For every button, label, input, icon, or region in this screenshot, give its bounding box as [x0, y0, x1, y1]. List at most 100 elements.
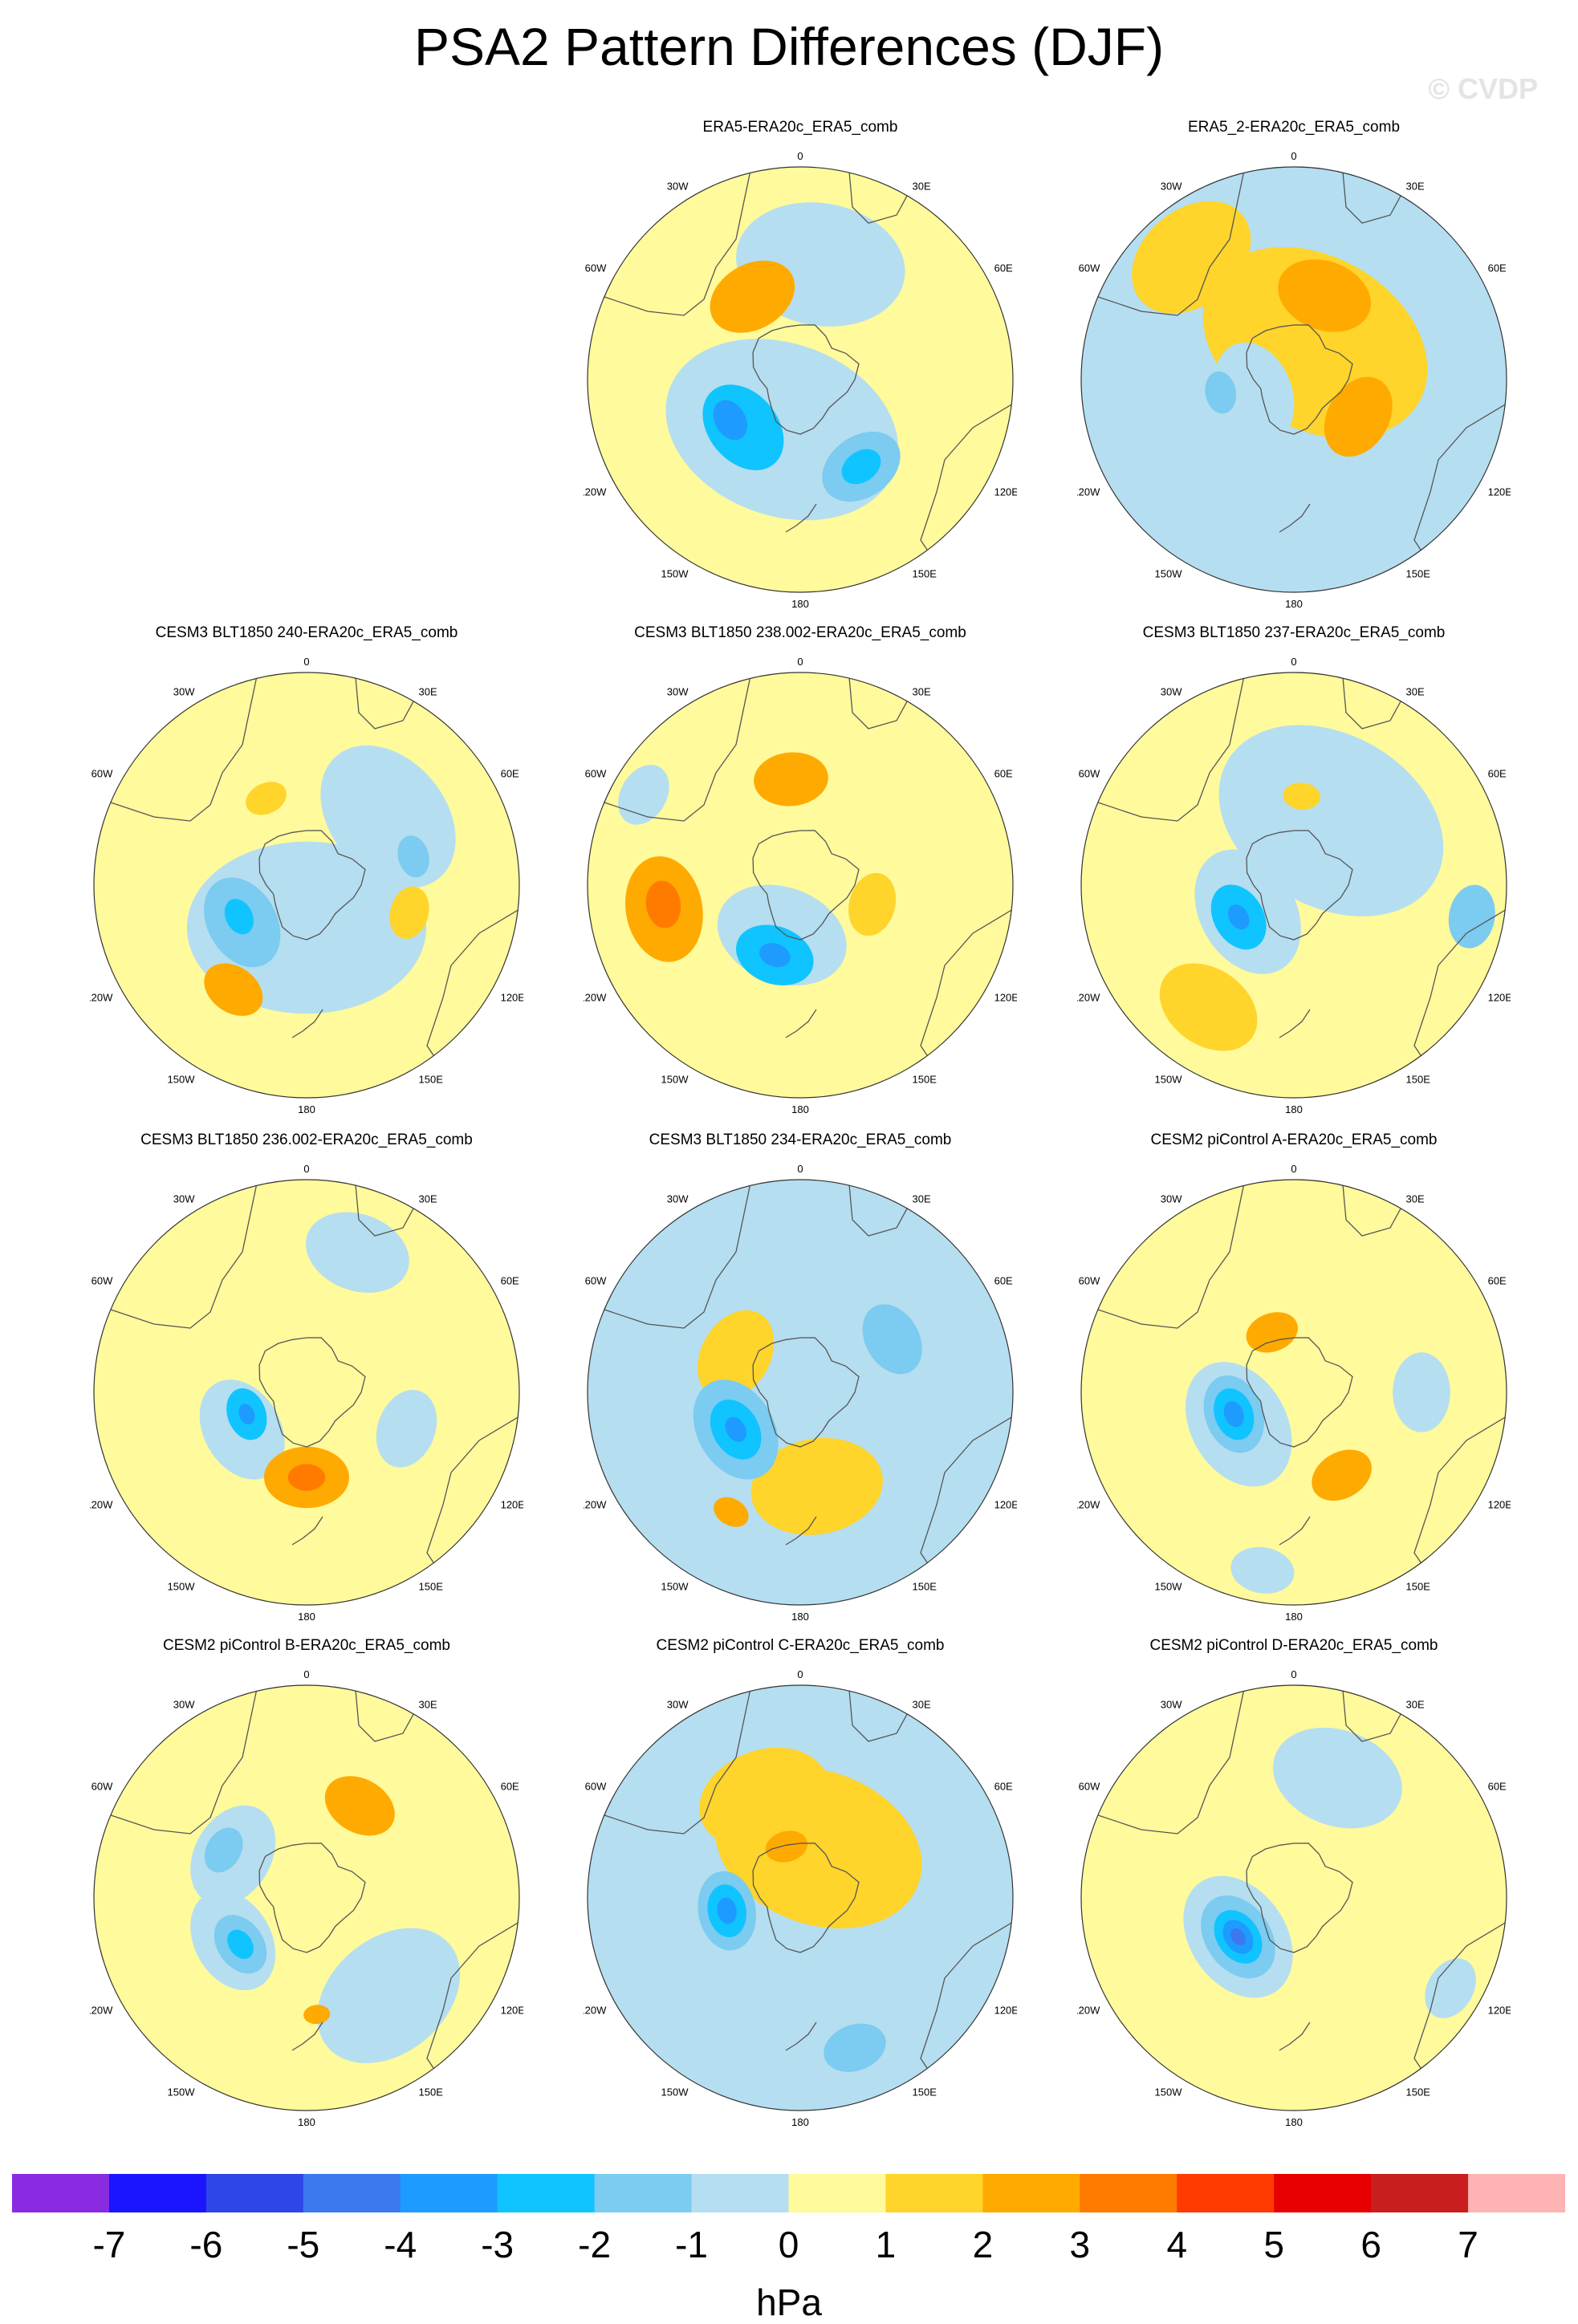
south-america-coastline — [588, 672, 753, 822]
map-panel: CESM2 piControl D-ERA20c_ERA5_comb 0 30E 60… — [1047, 1637, 1540, 2135]
colorbar-segment — [1274, 2174, 1372, 2212]
anomaly-contour — [227, 1929, 254, 1960]
longitude-label: 120E — [994, 1499, 1017, 1511]
map-boundary — [587, 1179, 1014, 1606]
anomaly-contour — [1218, 725, 1444, 916]
anomaly-contour — [1230, 1928, 1247, 1946]
longitude-label: 0 — [303, 656, 309, 668]
africa-coastline — [848, 167, 921, 224]
polar-map: 030E60E90E120E150E180150W120W90W60W30W — [584, 1163, 1017, 1623]
map-background — [588, 1180, 1013, 1605]
south-america-coastline — [1081, 167, 1247, 316]
page-title: PSA2 Pattern Differences (DJF) — [413, 17, 1165, 76]
colorbar-segment — [1371, 2174, 1469, 2212]
longitude-label: 30W — [1161, 685, 1182, 697]
longitude-label: 30E — [419, 1698, 437, 1710]
antarctica-coastline — [752, 1843, 860, 1953]
anomaly-contour — [1227, 904, 1250, 930]
colorbar-segment — [108, 2174, 207, 2212]
polar-map: 030E60E90E120E150E180150W120W90W60W30W — [584, 656, 1017, 1115]
longitude-label: 30E — [1406, 180, 1425, 192]
longitude-label: 60E — [994, 768, 1013, 780]
longitude-label: 30W — [173, 685, 195, 697]
longitude-label: 60W — [92, 1781, 113, 1793]
anomaly-contour — [1324, 376, 1393, 457]
longitude-label: 60E — [501, 1275, 519, 1287]
longitude-label: 60E — [994, 1781, 1013, 1793]
anomaly-contour — [1448, 884, 1495, 949]
map-boundary — [1080, 1179, 1507, 1606]
longitude-label: 180 — [791, 598, 809, 610]
longitude-label: 120W — [1077, 992, 1100, 1004]
polar-map: 030E60E90E120E150E180150W120W90W60W30W — [584, 1668, 1017, 2128]
anomaly-contour — [710, 260, 795, 333]
longitude-label: 180 — [1285, 1103, 1303, 1115]
anomaly-contour — [1425, 1958, 1476, 2018]
longitude-label: 120E — [501, 992, 523, 1004]
longitude-label: 30W — [667, 180, 689, 192]
polar-map: 030E60E90E120E150E180150W120W90W60W30W — [1077, 150, 1511, 610]
colorbar-segment — [1177, 2174, 1275, 2212]
colorbar-segment — [1080, 2174, 1177, 2212]
australia-coastline — [426, 1416, 519, 1578]
longitude-label: 120W — [584, 2005, 607, 2017]
antarctica-coastline — [258, 1337, 366, 1448]
longitude-label: 30E — [1406, 1698, 1425, 1710]
longitude-label: 60W — [585, 1275, 607, 1287]
australia-coastline — [920, 403, 1013, 565]
longitude-label: 120W — [584, 992, 607, 1004]
antarctica-coastline — [1246, 1337, 1353, 1448]
australia-coastline — [1413, 908, 1507, 1071]
panel-title: CESM2 piControl B-ERA20c_ERA5_comb — [163, 1637, 450, 1654]
longitude-label: 0 — [303, 1668, 309, 1680]
antarctica-coastline — [752, 830, 860, 941]
longitude-label: 60W — [1079, 1275, 1100, 1287]
new-zealand-coastline — [785, 1516, 817, 1546]
africa-coastline — [354, 672, 428, 729]
map-boundary — [1080, 672, 1507, 1099]
new-zealand-coastline — [1279, 1516, 1311, 1546]
anomaly-contour — [1223, 1401, 1244, 1428]
map-panel: CESM3 BLT1850 234-ERA20c_ERA5_comb 0 30E 60… — [554, 1132, 1047, 1629]
panel-title: CESM3 BLT1850 236.002-ERA20c_ERA5_comb — [140, 1132, 473, 1148]
longitude-label: 30E — [1406, 685, 1425, 697]
longitude-label: 150E — [1406, 568, 1431, 580]
anomaly-contour — [1393, 1352, 1450, 1432]
map-background — [588, 672, 1013, 1098]
colorbar-tick-label: -4 — [384, 2224, 417, 2265]
longitude-label: 150E — [1406, 2086, 1431, 2099]
colorbar-tick-label: 6 — [1360, 2224, 1381, 2265]
longitude-label: 180 — [298, 2116, 315, 2128]
longitude-label: 60E — [1488, 1781, 1507, 1793]
longitude-label: 60E — [501, 768, 519, 780]
anomaly-contour — [1283, 782, 1320, 810]
longitude-label: 0 — [1291, 1163, 1296, 1175]
longitude-label: 150W — [1155, 568, 1183, 580]
map-panel: CESM2 piControl A-ERA20c_ERA5_comb 0 30E 60… — [1047, 1132, 1540, 1629]
anomaly-contour — [1205, 371, 1237, 414]
longitude-label: 150E — [1406, 1074, 1431, 1086]
watermark: © CVDP — [1428, 72, 1538, 105]
anomaly-contour — [754, 752, 828, 806]
panel-title: CESM3 BLT1850 240-ERA20c_ERA5_comb — [155, 624, 458, 641]
colorbar-segment — [12, 2174, 110, 2212]
map-boundary — [93, 1179, 520, 1606]
anomaly-contour — [1159, 963, 1258, 1051]
new-zealand-coastline — [1279, 503, 1311, 533]
longitude-label: 150E — [419, 1581, 444, 1593]
longitude-label: 150W — [661, 2086, 689, 2099]
anomaly-contour — [1312, 1449, 1372, 1501]
map-boundary — [587, 1684, 1014, 2111]
longitude-label: 30W — [1161, 180, 1182, 192]
new-zealand-coastline — [785, 1009, 817, 1038]
panel-title: CESM2 piControl A-ERA20c_ERA5_comb — [1150, 1132, 1438, 1148]
longitude-label: 120E — [994, 486, 1017, 498]
longitude-label: 150W — [168, 1074, 196, 1086]
africa-coastline — [848, 1180, 921, 1237]
colorbar-segment — [594, 2174, 693, 2212]
colorbar-tick-label: -7 — [92, 2224, 126, 2265]
longitude-label: 120W — [90, 1499, 113, 1511]
south-america-coastline — [1081, 672, 1247, 822]
australia-coastline — [426, 908, 519, 1071]
longitude-label: 120E — [1488, 2005, 1511, 2017]
